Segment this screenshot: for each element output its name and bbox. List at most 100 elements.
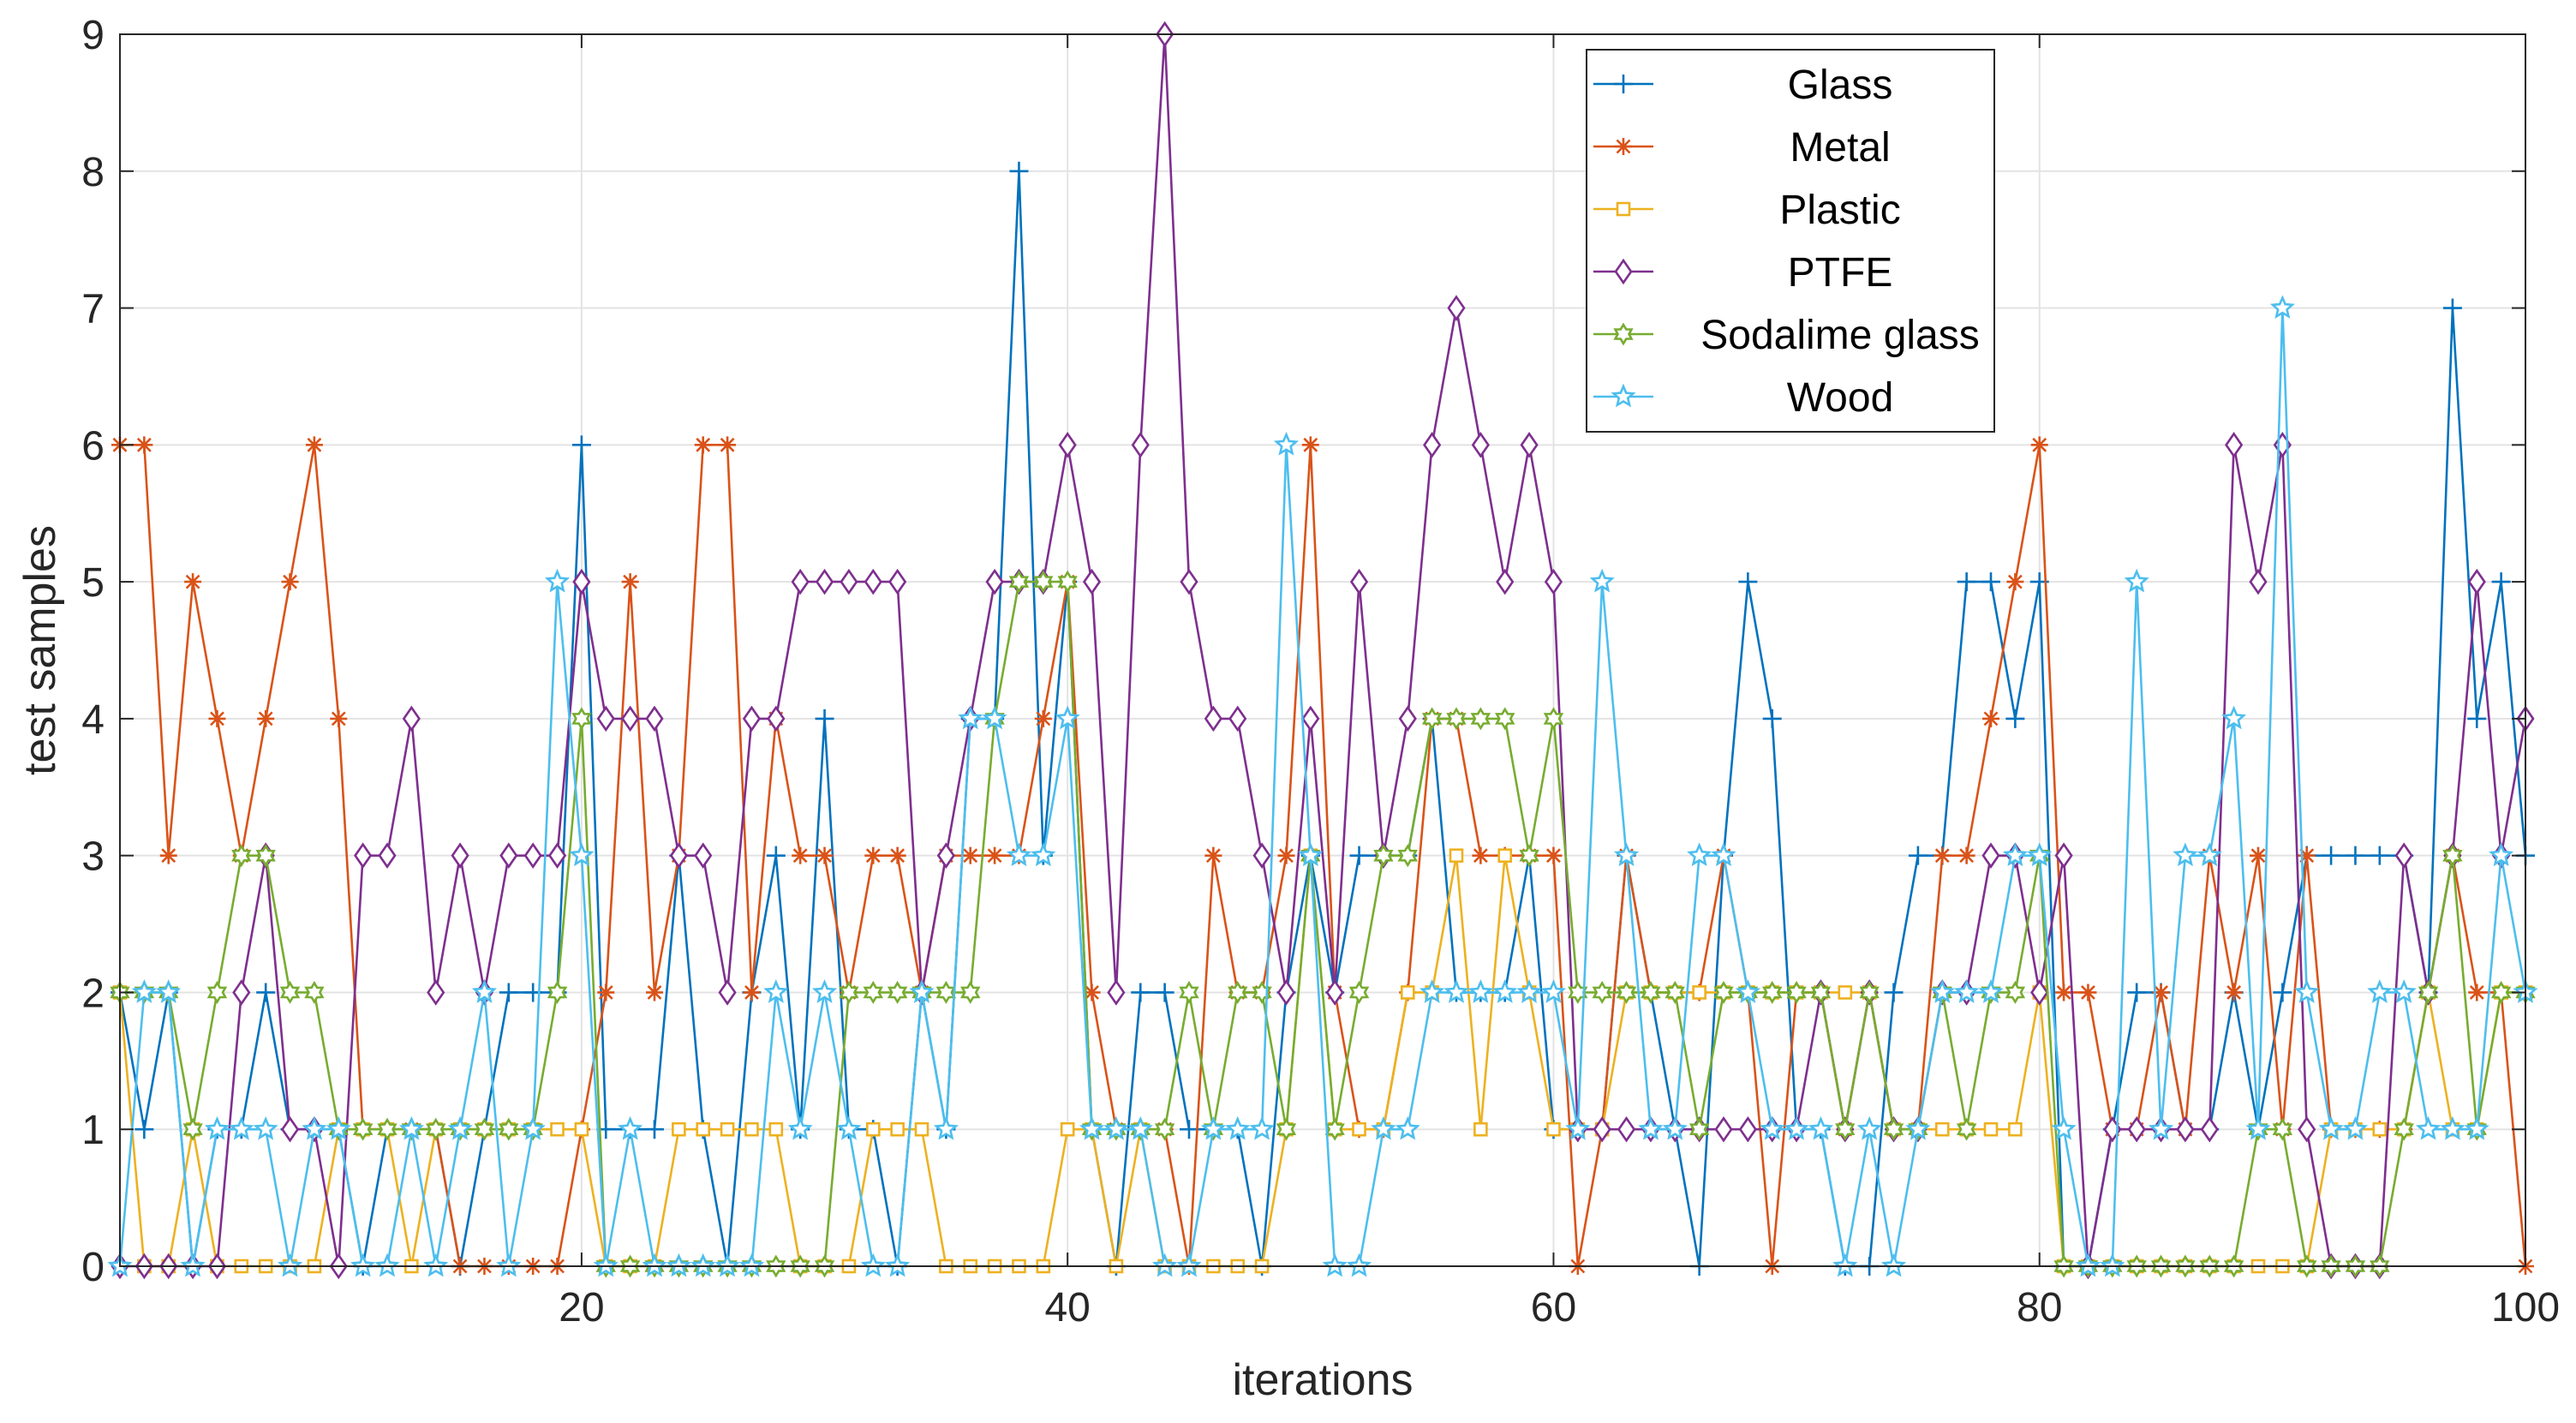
data-point-glass bbox=[1349, 846, 1369, 865]
data-point-wood bbox=[885, 1253, 911, 1277]
data-point-wood bbox=[1103, 1115, 1129, 1140]
data-point-metal bbox=[1545, 846, 1563, 864]
x-tick-label: 100 bbox=[2491, 1285, 2560, 1330]
data-point-sodalime-glass bbox=[1397, 844, 1418, 868]
data-point-wood bbox=[350, 1253, 376, 1277]
data-point-plastic bbox=[574, 1121, 589, 1137]
data-point-wood bbox=[1905, 1115, 1931, 1140]
data-point-wood bbox=[958, 705, 983, 730]
data-point-ptfe bbox=[1398, 705, 1417, 732]
data-point-wood bbox=[690, 1253, 716, 1277]
data-point-wood bbox=[642, 1253, 667, 1277]
data-point-wood bbox=[1371, 1115, 1396, 1140]
data-point-ptfe bbox=[1544, 568, 1563, 595]
data-point-ptfe bbox=[1325, 979, 1344, 1006]
data-point-wood bbox=[1856, 1115, 1882, 1140]
data-point-sodalime-glass bbox=[499, 1117, 519, 1141]
data-point-wood bbox=[1929, 979, 1955, 1003]
data-point-metal bbox=[792, 846, 810, 864]
data-point-plastic bbox=[744, 1121, 759, 1137]
data-point-glass bbox=[645, 1120, 664, 1139]
data-point-glass bbox=[1981, 572, 2000, 592]
data-point-metal bbox=[961, 846, 979, 864]
data-point-metal bbox=[208, 709, 226, 727]
data-point-plastic bbox=[1352, 1121, 1366, 1137]
legend-box bbox=[1586, 49, 1995, 433]
data-point-glass bbox=[2005, 709, 2025, 728]
data-point-wood bbox=[787, 1115, 813, 1140]
data-point-sodalime-glass bbox=[960, 980, 981, 1004]
data-point-wood bbox=[2148, 1115, 2174, 1140]
data-point-metal bbox=[864, 846, 882, 864]
data-point-ptfe bbox=[1107, 979, 1126, 1006]
data-point-sodalime-glass bbox=[2394, 1117, 2414, 1141]
data-point-wood bbox=[2342, 1115, 2369, 1140]
data-point-ptfe bbox=[280, 1115, 300, 1143]
data-point-ptfe bbox=[1204, 705, 1222, 732]
data-point-wood bbox=[569, 842, 595, 867]
data-point-sodalime-glass bbox=[426, 1117, 446, 1141]
data-point-wood bbox=[2464, 1115, 2489, 1140]
data-point-wood bbox=[1031, 842, 1056, 867]
data-point-sodalime-glass bbox=[1421, 707, 1443, 731]
data-point-ptfe bbox=[2054, 842, 2073, 869]
data-point-wood bbox=[2196, 842, 2222, 867]
data-point-plastic bbox=[1546, 1121, 1561, 1137]
data-point-ptfe bbox=[742, 705, 762, 732]
data-point-sodalime-glass bbox=[1688, 1117, 1710, 1141]
data-point-ptfe bbox=[1349, 568, 1369, 595]
data-point-wood bbox=[204, 1115, 230, 1140]
data-point-wood bbox=[593, 1253, 619, 1277]
data-point-wood bbox=[1954, 979, 1980, 1003]
data-point-plastic bbox=[1497, 848, 1513, 863]
data-point-wood bbox=[1346, 1253, 1372, 1277]
axis-ticks: 20 40 60 80 100 0 1 2 3 4 5 6 7 8 9 bbox=[81, 13, 2560, 1330]
data-point-plastic bbox=[1473, 1121, 1488, 1137]
data-point-wood bbox=[398, 1115, 424, 1140]
data-point-ptfe bbox=[1423, 432, 1442, 458]
data-point-ptfe bbox=[402, 705, 421, 732]
data-point-wood bbox=[1638, 1115, 1664, 1140]
data-point-wood bbox=[1808, 1115, 1834, 1140]
data-point-ptfe bbox=[1082, 568, 1102, 595]
data-point-sodalime-glass bbox=[352, 1117, 374, 1141]
data-point-metal bbox=[1277, 846, 1295, 864]
data-point-glass bbox=[1884, 983, 1904, 1002]
data-point-ptfe bbox=[718, 979, 737, 1006]
data-point-ptfe bbox=[669, 842, 688, 869]
data-point-ptfe bbox=[427, 979, 445, 1006]
x-tick-label: 40 bbox=[1044, 1285, 1090, 1330]
data-point-metal bbox=[1034, 709, 1052, 727]
data-point-wood bbox=[277, 1253, 303, 1277]
axes-box bbox=[119, 33, 2526, 1267]
data-point-sodalime-glass bbox=[1446, 707, 1467, 731]
data-point-wood bbox=[1152, 1253, 1178, 1277]
data-point-sodalime-glass bbox=[2490, 980, 2512, 1004]
data-point-glass bbox=[2491, 572, 2511, 592]
data-point-sodalime-glass bbox=[1348, 980, 1370, 1004]
data-point-metal bbox=[2079, 984, 2097, 1001]
data-point-metal bbox=[694, 436, 712, 454]
data-point-plastic bbox=[1692, 985, 1706, 1000]
legend-label: PTFE bbox=[1788, 250, 1893, 296]
y-tick-label: 4 bbox=[81, 697, 105, 743]
data-point-metal bbox=[1083, 984, 1101, 1001]
data-point-sodalime-glass bbox=[1835, 1117, 1856, 1141]
data-point-ptfe bbox=[499, 842, 518, 869]
data-point-wood bbox=[496, 1253, 522, 1277]
data-point-wood bbox=[2245, 1115, 2271, 1140]
data-point-wood bbox=[423, 1253, 449, 1277]
data-point-wood bbox=[2051, 1115, 2077, 1140]
data-point-sodalime-glass bbox=[1470, 707, 1491, 731]
data-point-plastic bbox=[2008, 1121, 2023, 1137]
legend-marker bbox=[1613, 322, 1634, 346]
data-point-wood bbox=[1322, 1253, 1348, 1277]
data-point-ptfe bbox=[864, 568, 882, 595]
data-point-wood bbox=[1467, 979, 1493, 1003]
legend-label: Sodalime glass bbox=[1700, 313, 1980, 358]
data-point-wood bbox=[2269, 295, 2295, 319]
data-point-metal bbox=[2030, 436, 2048, 454]
y-tick-label: 2 bbox=[81, 971, 105, 1016]
y-tick-label: 0 bbox=[81, 1245, 105, 1290]
data-point-glass bbox=[1762, 709, 1782, 728]
